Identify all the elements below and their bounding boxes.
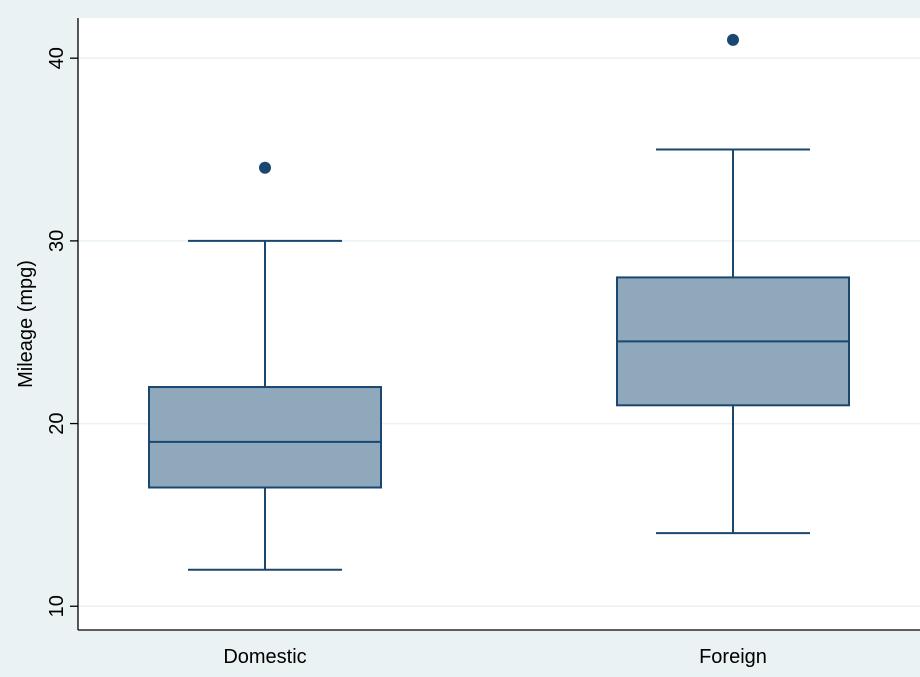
y-tick-label: 10 <box>46 595 68 617</box>
y-tick-label: 30 <box>46 230 68 252</box>
grid-lines <box>78 57 920 608</box>
y-axis-title: Mileage (mpg) <box>15 260 37 388</box>
iqr-box <box>148 386 382 489</box>
x-category-label: Domestic <box>223 646 306 668</box>
axes <box>77 18 920 631</box>
box-series <box>148 33 850 571</box>
outlier-point <box>259 161 271 174</box>
box-foreign <box>616 33 850 535</box>
y-tick-label: 40 <box>46 47 68 69</box>
x-category-label: Foreign <box>699 646 767 668</box>
box-domestic <box>148 161 382 571</box>
y-tick-label: 20 <box>46 412 68 434</box>
y-axis-ticks: 10 20 30 40 <box>46 47 78 617</box>
outlier-point <box>727 33 739 46</box>
x-axis-category-labels: Domestic Foreign <box>223 646 767 668</box>
